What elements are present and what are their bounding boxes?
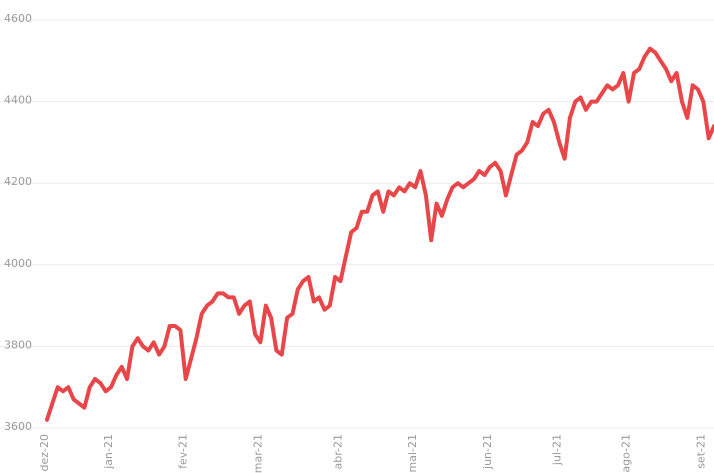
x-tick-label: set-21 (694, 434, 707, 469)
x-tick-label: mar-21 (251, 434, 264, 473)
y-tick-label: 3800 (4, 338, 32, 351)
y-tick-label: 3600 (4, 420, 32, 433)
x-tick-label: abr-21 (331, 434, 344, 470)
x-tick-label: jun-21 (481, 434, 494, 470)
price-line (45, 46, 714, 422)
x-tick-label: jul-21 (550, 434, 563, 466)
x-tick-label: dez-20 (38, 434, 51, 472)
y-tick-label: 4200 (4, 175, 32, 188)
x-tick-label: mai-21 (406, 434, 419, 472)
x-tick-label: jan-21 (102, 434, 115, 470)
y-tick-label: 4000 (4, 257, 32, 270)
y-tick-label: 4600 (4, 12, 32, 25)
x-tick-label: ago-21 (620, 434, 633, 473)
y-tick-label: 4400 (4, 94, 32, 107)
x-tick-label: fev-21 (177, 434, 190, 469)
